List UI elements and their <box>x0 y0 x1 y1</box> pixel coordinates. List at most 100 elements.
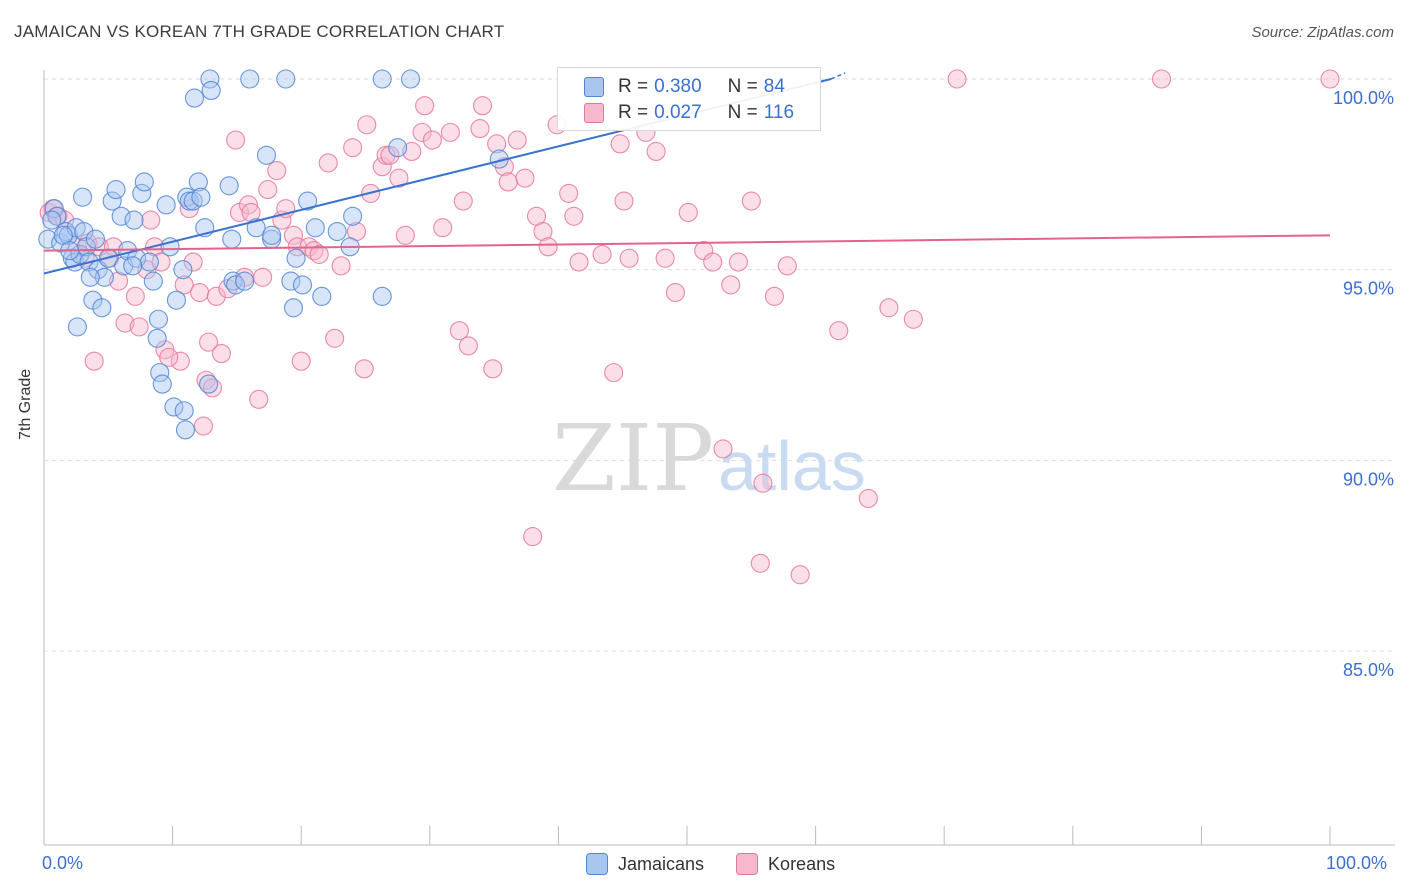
korean-point <box>325 328 345 348</box>
jamaican-point <box>327 221 347 242</box>
jamaican-point <box>85 229 105 249</box>
y-axis-label: 7th Grade <box>17 368 34 440</box>
korean-point <box>559 183 579 203</box>
jamaican-point <box>235 271 255 291</box>
korean-point <box>498 172 518 192</box>
jamaican-point <box>102 191 122 211</box>
jamaican-point <box>152 374 172 394</box>
korean-point <box>440 122 460 142</box>
jamaican-point <box>67 317 87 337</box>
jamaican-point <box>42 210 62 230</box>
korean-point <box>267 160 287 181</box>
jamaican-point <box>240 69 260 89</box>
y-tick-label: 90.0% <box>1343 469 1394 489</box>
korean-point <box>487 134 507 154</box>
korean-point <box>678 202 698 223</box>
korean-point <box>858 488 878 509</box>
korean-point <box>258 180 278 200</box>
korean-point <box>515 168 535 188</box>
jamaican-point <box>132 183 152 203</box>
jamaican-point <box>372 69 392 89</box>
r-value: 0.380 <box>654 76 702 97</box>
korean-point <box>129 317 149 337</box>
y-tick-label: 100.0% <box>1333 88 1394 108</box>
korean-point <box>389 168 409 188</box>
jamaican-point <box>305 218 325 238</box>
jamaican-point <box>184 88 205 108</box>
korean-point <box>538 237 558 257</box>
korean-point <box>304 241 324 261</box>
jamaican-points <box>38 69 509 440</box>
korean-point <box>380 145 400 165</box>
korean-point <box>829 321 849 341</box>
korean-point <box>151 252 171 272</box>
korean-point <box>283 225 304 245</box>
jamaican-point <box>148 309 169 329</box>
jamaican-point <box>44 199 64 219</box>
jamaican-point <box>286 248 306 268</box>
korean-point <box>372 157 392 177</box>
legend-row-jamaicans: R = 0.380 N = 84 <box>584 75 785 99</box>
korean-point <box>753 473 773 493</box>
korean-point <box>728 252 748 272</box>
korean-point <box>777 256 797 276</box>
korean-point <box>183 252 203 272</box>
jamaicans-trend-extension <box>830 72 846 80</box>
jamaican-point <box>123 256 143 276</box>
korean-point <box>125 286 145 306</box>
jamaican-point <box>74 221 94 242</box>
jamaican-point <box>292 275 313 295</box>
jamaican-point <box>191 187 211 207</box>
jamaican-point <box>38 229 58 249</box>
y-tick-label: 95.0% <box>1343 279 1394 299</box>
korean-point <box>483 359 503 379</box>
grid-lines <box>44 78 1395 652</box>
korean-point <box>115 313 135 333</box>
jamaican-point <box>298 191 318 211</box>
jamaican-point <box>160 237 180 257</box>
jamaican-point <box>400 69 421 89</box>
jamaican-point <box>58 225 78 245</box>
korean-point <box>202 378 223 398</box>
korean-point <box>141 210 161 230</box>
jamaican-point <box>175 420 196 440</box>
korean-point <box>713 439 733 459</box>
korean-point <box>449 321 469 341</box>
korean-point <box>174 275 194 295</box>
legend-label: Jamaicans <box>618 853 705 874</box>
jamaican-point <box>281 271 301 291</box>
korean-point <box>354 359 374 379</box>
korean-point <box>226 130 246 150</box>
jamaican-point <box>134 172 154 192</box>
korean-point <box>453 191 473 211</box>
jamaican-point <box>166 290 187 310</box>
korean-point <box>291 351 311 371</box>
korean-point <box>569 252 589 272</box>
korean-point <box>422 130 442 150</box>
korean-point <box>472 96 493 116</box>
korean-point <box>655 248 675 268</box>
korean-point <box>619 248 639 268</box>
stats-legend: R = 0.380 N = 84 R = 0.027 N = 116 <box>557 67 821 131</box>
korean-point <box>592 244 612 264</box>
korean-point <box>170 351 190 371</box>
r-value: 0.027 <box>654 102 702 123</box>
korean-point <box>343 138 363 158</box>
korean-point <box>309 244 329 264</box>
legend-label: Koreans <box>768 853 836 874</box>
jamaican-point <box>222 229 242 249</box>
korean-point <box>703 252 723 272</box>
jamaican-point <box>173 260 193 280</box>
legend-item-jamaicans: Jamaicans <box>586 853 704 875</box>
korean-point <box>412 122 432 142</box>
korean-point <box>721 275 741 295</box>
korean-point <box>507 130 527 150</box>
watermark-zip: ZIP <box>552 405 714 512</box>
jamaican-point <box>199 374 219 394</box>
jamaican-point <box>156 195 176 215</box>
korean-point <box>193 416 214 436</box>
korean-point <box>564 206 584 226</box>
series-legend: Jamaicans Koreans <box>586 853 867 875</box>
n-value: 84 <box>763 76 785 97</box>
korean-point <box>331 256 351 276</box>
